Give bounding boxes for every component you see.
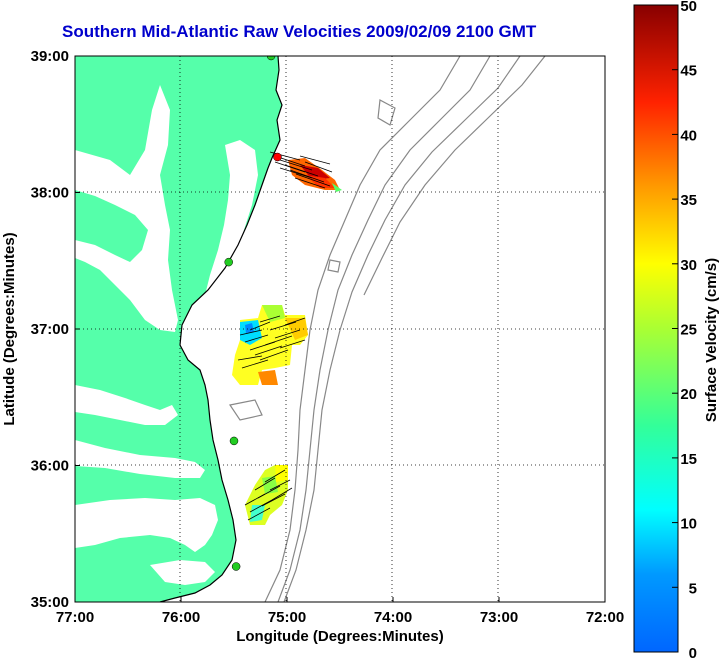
y-axis-ticks: 39:00 38:00 37:00 36:00 35:00 — [31, 48, 80, 611]
colorbar-tick-label: 20 — [680, 386, 697, 403]
x-tick-label: 76:00 — [162, 609, 200, 626]
colorbar-tick-label: 10 — [680, 516, 697, 533]
velocity-vectors — [237, 151, 333, 521]
y-tick-label: 35:00 — [31, 594, 69, 611]
colorbar-tick-label: 45 — [680, 63, 697, 80]
x-tick-label: 72:00 — [586, 609, 624, 626]
grid-lines — [75, 56, 605, 602]
y-tick-label: 36:00 — [31, 458, 69, 475]
station-marker — [229, 436, 239, 446]
x-tick-label: 75:00 — [268, 609, 306, 626]
colorbar-tick-label: 25 — [680, 322, 697, 339]
coastline — [159, 56, 283, 602]
colorbar-label: Surface Velocity (cm/s) — [703, 258, 720, 422]
radar-stations — [224, 56, 282, 571]
colorbar-tick-label: 35 — [680, 192, 697, 209]
map-title: Southern Mid-Atlantic Raw Velocities 200… — [62, 22, 537, 41]
colorbar-tick-label: 30 — [680, 257, 697, 274]
colorbar-tick-label: 15 — [680, 451, 697, 468]
x-tick-label: 77:00 — [56, 609, 94, 626]
colorbar-tick-label: 0 — [689, 645, 697, 659]
colorbar — [633, 4, 679, 653]
station-marker — [231, 562, 241, 571]
station-marker — [266, 56, 276, 61]
colorbar-tick-label: 5 — [689, 580, 697, 597]
bathymetry-contours — [229, 56, 546, 602]
x-tick-label: 74:00 — [374, 609, 412, 626]
y-tick-label: 39:00 — [31, 48, 69, 65]
x-axis-ticks: 77:00 76:00 75:00 74:00 73:00 72:00 — [56, 597, 624, 626]
x-tick-label: 73:00 — [480, 609, 518, 626]
station-marker — [224, 257, 233, 267]
colorbar-tick-label: 50 — [680, 0, 697, 15]
y-tick-label: 37:00 — [31, 321, 69, 338]
x-axis-label: Longitude (Degrees:Minutes) — [236, 628, 444, 645]
station-marker — [273, 152, 282, 162]
y-tick-label: 38:00 — [31, 185, 69, 202]
colorbar-tick-label: 40 — [680, 127, 697, 144]
y-axis-label: Latitude (Degrees:Minutes) — [1, 232, 18, 425]
bay-waters — [75, 85, 258, 585]
